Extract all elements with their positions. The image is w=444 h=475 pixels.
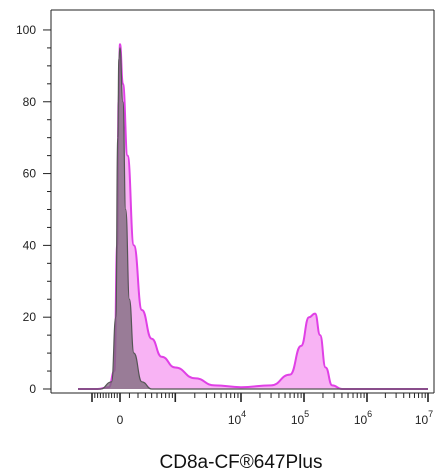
x-tick-label: 104 [228,409,246,427]
y-tick-label: 100 [16,23,36,37]
y-ticks: 0 20 40 60 80 100 [16,23,51,396]
series-2-line [78,47,428,390]
x-tick-label: 107 [415,409,433,427]
series-layer [78,43,428,391]
y-tick-label: 40 [23,238,37,252]
y-tick-label: 60 [23,167,37,181]
y-tick-label: 0 [29,382,36,396]
x-tick-label: 105 [291,409,309,427]
y-tick-label: 80 [23,95,37,109]
y-tick-label: 20 [23,310,37,324]
x-tick-label: 0 [117,413,124,427]
x-axis-label: CD8a-CF®647Plus [160,452,323,473]
x-tick-label: 106 [354,409,372,427]
x-ticks: 0 104 105 106 107 [91,393,433,427]
plot-frame [50,9,435,394]
